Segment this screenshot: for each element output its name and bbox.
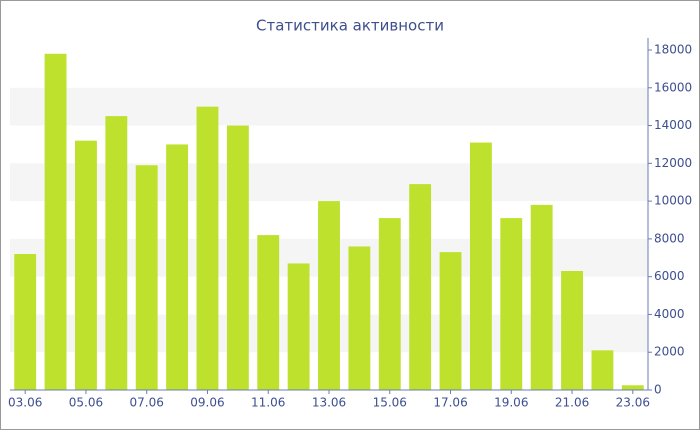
bar xyxy=(135,165,158,390)
y-tick-label: 4000 xyxy=(654,307,685,321)
bar xyxy=(561,271,583,390)
y-tick-label: 8000 xyxy=(654,231,685,245)
y-tick-label: 10000 xyxy=(654,194,692,208)
y-tick-label: 0 xyxy=(654,383,662,397)
x-tick-label: 17.06 xyxy=(433,396,467,410)
bar xyxy=(591,350,614,390)
x-tick-label: 13.06 xyxy=(312,396,346,410)
bar xyxy=(166,144,189,390)
x-tick-label: 03.06 xyxy=(8,396,42,410)
x-tick-label: 05.06 xyxy=(69,396,103,410)
bar xyxy=(287,263,310,390)
bar xyxy=(14,254,37,390)
x-tick-label: 21.06 xyxy=(555,396,589,410)
y-tick-label: 16000 xyxy=(654,80,692,94)
x-tick-label: 23.06 xyxy=(616,396,650,410)
bar xyxy=(530,204,553,390)
x-tick-label: 15.06 xyxy=(373,396,407,410)
x-tick-label: 09.06 xyxy=(190,396,224,410)
bar xyxy=(196,106,219,391)
x-tick-label: 11.06 xyxy=(251,396,285,410)
x-tick-label: 19.06 xyxy=(494,396,528,410)
bar xyxy=(500,218,523,390)
y-tick-label: 6000 xyxy=(654,269,685,283)
bar xyxy=(226,125,249,391)
bar xyxy=(439,252,462,390)
bar xyxy=(409,184,432,390)
bar xyxy=(621,385,644,390)
bar xyxy=(257,235,280,390)
x-tick-label: 07.06 xyxy=(130,396,164,410)
y-tick-label: 18000 xyxy=(654,43,692,57)
bar xyxy=(378,218,401,390)
y-tick-label: 2000 xyxy=(654,345,685,359)
bar xyxy=(318,201,340,390)
chart-title: Статистика активности xyxy=(256,17,444,35)
bar xyxy=(75,140,97,390)
y-tick-label: 12000 xyxy=(654,156,692,170)
bar xyxy=(105,116,128,390)
bar xyxy=(44,53,67,391)
bar xyxy=(469,142,492,390)
y-tick-label: 14000 xyxy=(654,118,692,132)
bar xyxy=(348,246,371,390)
